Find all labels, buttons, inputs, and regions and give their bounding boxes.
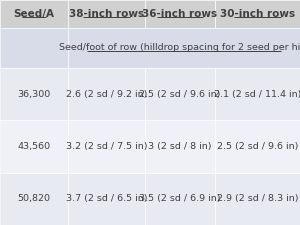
Bar: [145, 120, 215, 173]
Bar: [145, 173, 215, 225]
Text: 2.6 (2 sd / 9.2 in): 2.6 (2 sd / 9.2 in): [66, 90, 147, 99]
Bar: [68, 120, 145, 173]
Text: 38-inch rows: 38-inch rows: [69, 9, 144, 19]
Text: 43,560: 43,560: [17, 142, 51, 151]
Text: 3.7 (2 sd / 6.5 in): 3.7 (2 sd / 6.5 in): [66, 194, 147, 203]
Text: 50,820: 50,820: [17, 194, 50, 203]
Bar: [0, 28, 68, 68]
Text: 36,300: 36,300: [17, 90, 51, 99]
Bar: [0, 120, 68, 173]
Text: 30-inch rows: 30-inch rows: [220, 9, 295, 19]
Bar: [68, 28, 300, 68]
Text: 2.5 (2 sd / 9.6 in): 2.5 (2 sd / 9.6 in): [139, 90, 221, 99]
Text: 2.9 (2 sd / 8.3 in): 2.9 (2 sd / 8.3 in): [217, 194, 298, 203]
Bar: [215, 68, 300, 120]
Text: 2.1 (2 sd / 11.4 in): 2.1 (2 sd / 11.4 in): [214, 90, 300, 99]
Text: 36-inch rows: 36-inch rows: [142, 9, 218, 19]
Text: 3.2 (2 sd / 7.5 in): 3.2 (2 sd / 7.5 in): [66, 142, 147, 151]
Bar: [145, 68, 215, 120]
Text: Seed/foot of row (hilldrop spacing for 2 seed per hill): Seed/foot of row (hilldrop spacing for 2…: [59, 43, 300, 52]
Text: 3 (2 sd / 8 in): 3 (2 sd / 8 in): [148, 142, 212, 151]
Bar: [145, 0, 215, 28]
Text: Seed/A: Seed/A: [14, 9, 55, 19]
Bar: [0, 68, 68, 120]
Bar: [215, 173, 300, 225]
Text: 2.5 (2 sd / 9.6 in): 2.5 (2 sd / 9.6 in): [217, 142, 298, 151]
Bar: [215, 120, 300, 173]
Bar: [0, 0, 68, 28]
Bar: [215, 0, 300, 28]
Bar: [68, 0, 145, 28]
Text: 3.5 (2 sd / 6.9 in): 3.5 (2 sd / 6.9 in): [139, 194, 221, 203]
Bar: [68, 68, 145, 120]
Bar: [68, 173, 145, 225]
Bar: [0, 173, 68, 225]
